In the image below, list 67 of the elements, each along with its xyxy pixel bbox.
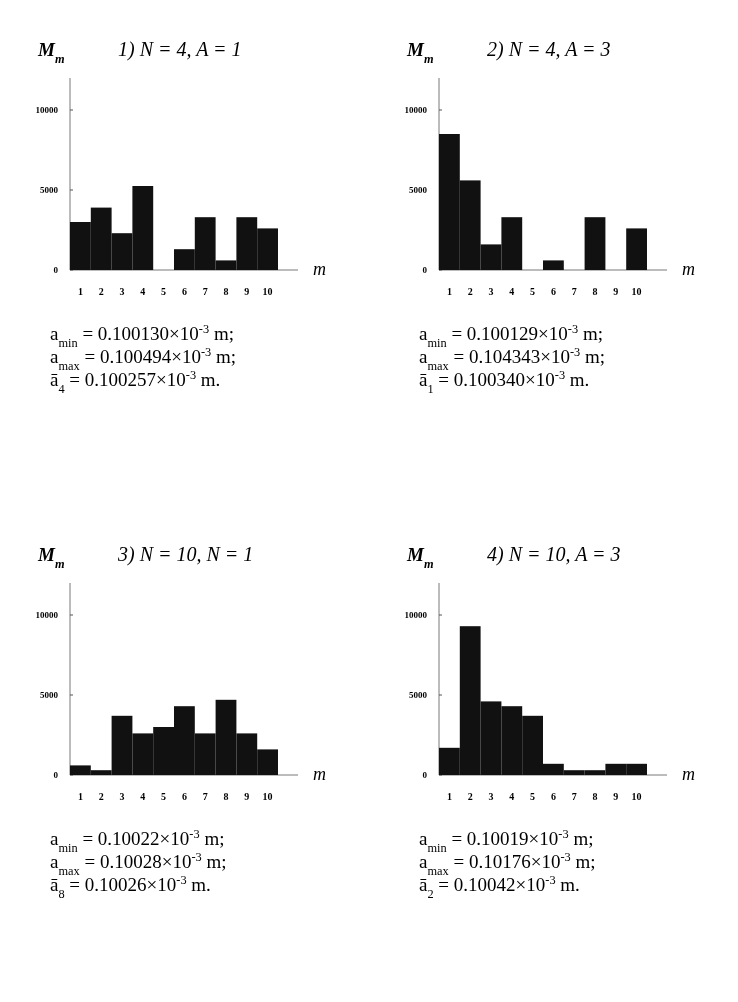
y-tick-label: 10000 xyxy=(35,610,59,620)
y-axis-title: M$_{m}$ xyxy=(406,39,434,66)
chart-title: 2) N = 4, A = 3 xyxy=(487,38,611,61)
x-tick-label: 9 xyxy=(244,286,250,297)
x-axis-title: m xyxy=(682,764,695,784)
x-tick-label: 1 xyxy=(446,791,452,802)
y-tick-label: 0 xyxy=(422,265,428,275)
bar xyxy=(626,228,647,270)
x-tick-label: 5 xyxy=(161,791,167,802)
y-tick-label: 10000 xyxy=(404,610,428,620)
x-tick-label: 10 xyxy=(631,286,642,297)
x-tick-label: 6 xyxy=(181,286,187,297)
x-tick-label: 10 xyxy=(631,791,642,802)
y-tick-label: 5000 xyxy=(40,690,59,700)
x-tick-label: 1 xyxy=(446,286,452,297)
y-tick-label: 5000 xyxy=(409,185,428,195)
y-axis-title: M$_{m}$ xyxy=(37,544,65,571)
x-tick-label: 8 xyxy=(592,791,598,802)
x-tick-label: 7 xyxy=(202,286,208,297)
x-axis-title: m xyxy=(313,259,326,279)
x-tick-label: 10 xyxy=(262,286,273,297)
x-tick-label: 7 xyxy=(571,286,577,297)
x-tick-label: 2 xyxy=(467,286,473,297)
chart-title: 4) N = 10, A = 3 xyxy=(487,543,621,566)
x-tick-label: 9 xyxy=(613,286,619,297)
x-tick-label: 5 xyxy=(530,791,536,802)
y-axis-title: M$_{m}$ xyxy=(406,544,434,571)
x-tick-label: 7 xyxy=(202,791,208,802)
chart-title: 1) N = 4, A = 1 xyxy=(118,38,242,61)
x-tick-label: 4 xyxy=(509,286,515,297)
x-tick-label: 7 xyxy=(571,791,577,802)
bar xyxy=(584,217,606,270)
chart-title: 3) N = 10, N = 1 xyxy=(117,543,254,566)
x-tick-label: 8 xyxy=(223,791,229,802)
x-axis-title: m xyxy=(682,259,695,279)
bar xyxy=(543,260,564,270)
y-tick-label: 0 xyxy=(53,770,59,780)
x-tick-label: 3 xyxy=(488,286,494,297)
x-tick-label: 9 xyxy=(244,791,250,802)
x-tick-label: 1 xyxy=(77,791,83,802)
x-tick-label: 6 xyxy=(181,791,187,802)
x-tick-label: 3 xyxy=(119,791,125,802)
x-tick-label: 4 xyxy=(509,791,515,802)
y-tick-label: 0 xyxy=(53,265,59,275)
x-tick-label: 10 xyxy=(262,791,273,802)
y-tick-label: 5000 xyxy=(40,185,59,195)
x-tick-label: 8 xyxy=(592,286,598,297)
x-axis-title: m xyxy=(313,764,326,784)
y-axis-title: M$_{m}$ xyxy=(37,39,65,66)
x-tick-label: 3 xyxy=(119,286,125,297)
x-tick-label: 4 xyxy=(140,791,146,802)
x-tick-label: 3 xyxy=(488,791,494,802)
x-tick-label: 2 xyxy=(98,286,104,297)
x-tick-label: 6 xyxy=(550,791,556,802)
y-tick-label: 10000 xyxy=(404,105,428,115)
x-tick-label: 5 xyxy=(161,286,167,297)
x-tick-label: 1 xyxy=(77,286,83,297)
y-tick-label: 10000 xyxy=(35,105,59,115)
y-tick-label: 5000 xyxy=(409,690,428,700)
x-tick-label: 4 xyxy=(140,286,146,297)
x-tick-label: 8 xyxy=(223,286,229,297)
x-tick-label: 5 xyxy=(530,286,536,297)
x-tick-label: 2 xyxy=(98,791,104,802)
x-tick-label: 6 xyxy=(550,286,556,297)
y-tick-label: 0 xyxy=(422,770,428,780)
x-tick-label: 9 xyxy=(613,791,619,802)
x-tick-label: 2 xyxy=(467,791,473,802)
